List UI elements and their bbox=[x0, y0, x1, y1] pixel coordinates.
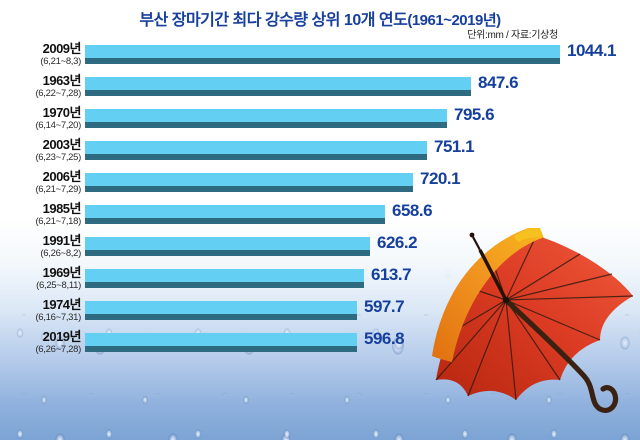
title-main: 부산 장마기간 최다 강수량 상위 10개 연도 bbox=[139, 12, 408, 29]
bar-row: 2003년 (6,23~7,25) 751.1 bbox=[0, 137, 640, 172]
category-labels: 1969년 (6,25~8,11) bbox=[0, 265, 82, 292]
year-label: 1963년 bbox=[42, 73, 82, 88]
category-labels: 1985년 (6,21~7,18) bbox=[0, 201, 82, 228]
year-label: 1970년 bbox=[42, 105, 82, 120]
year-label: 1974년 bbox=[42, 297, 82, 312]
period-label: (6,26~7,28) bbox=[35, 344, 81, 355]
bar-shadow bbox=[85, 58, 560, 64]
category-labels: 2003년 (6,23~7,25) bbox=[0, 137, 82, 164]
bar-shadow bbox=[85, 90, 471, 96]
period-label: (6,21~7,18) bbox=[35, 216, 81, 227]
title-year-range: (1961~2019년) bbox=[407, 12, 501, 29]
bar-row: 1970년 (6,14~7,20) 795.6 bbox=[0, 105, 640, 140]
umbrella-handle bbox=[503, 297, 619, 413]
category-labels: 2009년 (6,21~8,3) bbox=[0, 41, 82, 68]
year-label: 2006년 bbox=[42, 169, 82, 184]
year-label: 2009년 bbox=[42, 41, 82, 56]
bar-row: 1974년 (6,16~7,31) 597.7 bbox=[0, 297, 640, 332]
value-label: 1044.1 bbox=[567, 41, 617, 60]
period-label: (6,22~7,28) bbox=[35, 88, 81, 99]
category-labels: 1970년 (6,14~7,20) bbox=[0, 105, 82, 132]
umbrella-yellow-cap bbox=[514, 228, 544, 242]
period-label: (6,21~8,3) bbox=[40, 56, 81, 67]
bar-shadow bbox=[85, 346, 357, 352]
unit-source-note: 단위:mm / 자료:기상청 bbox=[467, 30, 558, 41]
period-label: (6,26~8,2) bbox=[40, 248, 81, 259]
period-label: (6,14~7,20) bbox=[35, 120, 81, 131]
bar bbox=[85, 205, 385, 218]
category-labels: 2006년 (6,21~7,29) bbox=[0, 169, 82, 196]
bar-row: 1991년 (6,26~8,2) 626.2 bbox=[0, 233, 640, 268]
year-label: 1969년 bbox=[42, 265, 82, 280]
period-label: (6,16~7,31) bbox=[35, 312, 81, 323]
year-label: 1985년 bbox=[42, 201, 82, 216]
period-label: (6,21~7,29) bbox=[35, 184, 81, 195]
value-label: 613.7 bbox=[371, 265, 412, 284]
value-label: 751.1 bbox=[434, 137, 475, 156]
bar-shadow bbox=[85, 314, 357, 320]
bar bbox=[85, 77, 471, 90]
bar-row: 2019년 (6,26~7,28) 596.8 bbox=[0, 329, 640, 364]
year-label: 2003년 bbox=[42, 137, 82, 152]
umbrella-hub bbox=[502, 296, 510, 304]
bar-shadow bbox=[85, 154, 427, 160]
value-label: 596.8 bbox=[364, 329, 405, 348]
umbrella-tip bbox=[469, 232, 475, 238]
bar bbox=[85, 109, 447, 122]
bar-shadow bbox=[85, 218, 385, 224]
bar bbox=[85, 45, 560, 58]
bar-row: 2009년 (6,21~8,3) 1044.1 bbox=[0, 41, 640, 76]
value-label: 658.6 bbox=[392, 201, 433, 220]
bar-shadow bbox=[85, 250, 370, 256]
value-label: 847.6 bbox=[478, 73, 519, 92]
bar-shadow bbox=[85, 186, 413, 192]
umbrella-orange-panel bbox=[432, 228, 542, 362]
bar-shadow bbox=[85, 122, 447, 128]
bar-row: 1985년 (6,21~7,18) 658.6 bbox=[0, 201, 640, 236]
category-labels: 1963년 (6,22~7,28) bbox=[0, 73, 82, 100]
period-label: (6,25~8,11) bbox=[36, 280, 81, 291]
bar bbox=[85, 141, 427, 154]
umbrella-pole bbox=[478, 249, 508, 301]
value-label: 597.7 bbox=[364, 297, 405, 316]
year-label: 1991년 bbox=[42, 233, 82, 248]
bar-row: 1969년 (6,25~8,11) 613.7 bbox=[0, 265, 640, 300]
bar bbox=[85, 173, 413, 186]
period-label: (6,23~7,25) bbox=[35, 152, 81, 163]
value-label: 795.6 bbox=[454, 105, 495, 124]
page-title: 부산 장마기간 최다 강수량 상위 10개 연도(1961~2019년) bbox=[0, 6, 640, 30]
year-label: 2019년 bbox=[42, 329, 82, 344]
category-labels: 1974년 (6,16~7,31) bbox=[0, 297, 82, 324]
bar-shadow bbox=[85, 282, 364, 288]
category-labels: 1991년 (6,26~8,2) bbox=[0, 233, 82, 260]
bar-row: 1963년 (6,22~7,28) 847.6 bbox=[0, 73, 640, 108]
category-labels: 2019년 (6,26~7,28) bbox=[0, 329, 82, 356]
value-label: 720.1 bbox=[420, 169, 461, 188]
bar bbox=[85, 333, 357, 346]
umbrella-ferrule bbox=[472, 236, 481, 251]
umbrella-icon bbox=[432, 228, 634, 413]
value-label: 626.2 bbox=[377, 233, 418, 252]
bar bbox=[85, 269, 364, 282]
bar-row: 2006년 (6,21~7,29) 720.1 bbox=[0, 169, 640, 204]
bar bbox=[85, 237, 370, 250]
bar bbox=[85, 301, 357, 314]
